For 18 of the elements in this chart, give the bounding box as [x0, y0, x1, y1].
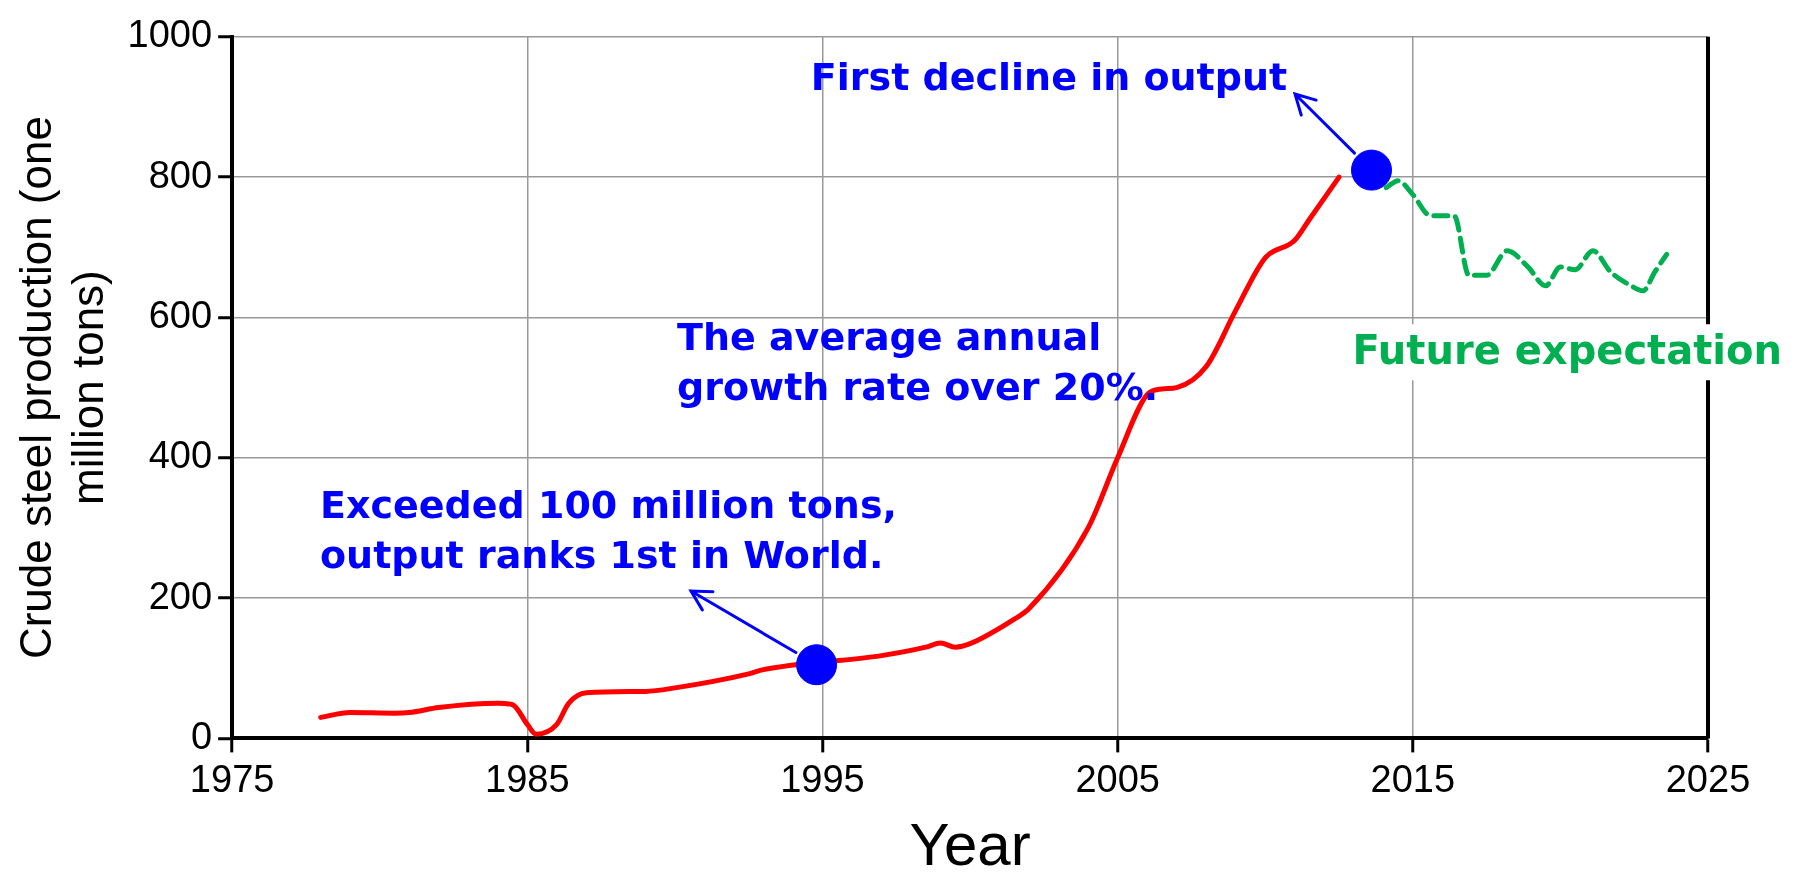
- annotation: First decline in output: [810, 54, 1288, 99]
- x-tick-label: 1985: [485, 757, 570, 800]
- y-tick-label: 600: [148, 293, 213, 336]
- y-tick-label: 1000: [127, 13, 213, 56]
- annotation: Exceeded 100 million tons, output ranks 1st in World.: [320, 482, 897, 577]
- x-tick-label: 2005: [1075, 757, 1160, 800]
- x-tick-label: 1995: [780, 757, 865, 800]
- annotation: The average annual growth rate over 20%.: [677, 314, 1159, 409]
- y-tick-label: 200: [148, 574, 213, 617]
- y-tick-label: 0: [190, 714, 213, 757]
- y-axis-title: Crude steel production (one million tons): [10, 116, 113, 660]
- y-tick-label: 800: [148, 153, 213, 196]
- y-tick-label: 400: [148, 434, 213, 477]
- x-tick-label: 2025: [1665, 757, 1751, 800]
- x-tick-label: 2015: [1370, 757, 1456, 800]
- x-axis-title: Year: [909, 810, 1031, 878]
- series-label: Future expectation: [1352, 327, 1783, 374]
- x-tick-label: 1975: [189, 757, 275, 800]
